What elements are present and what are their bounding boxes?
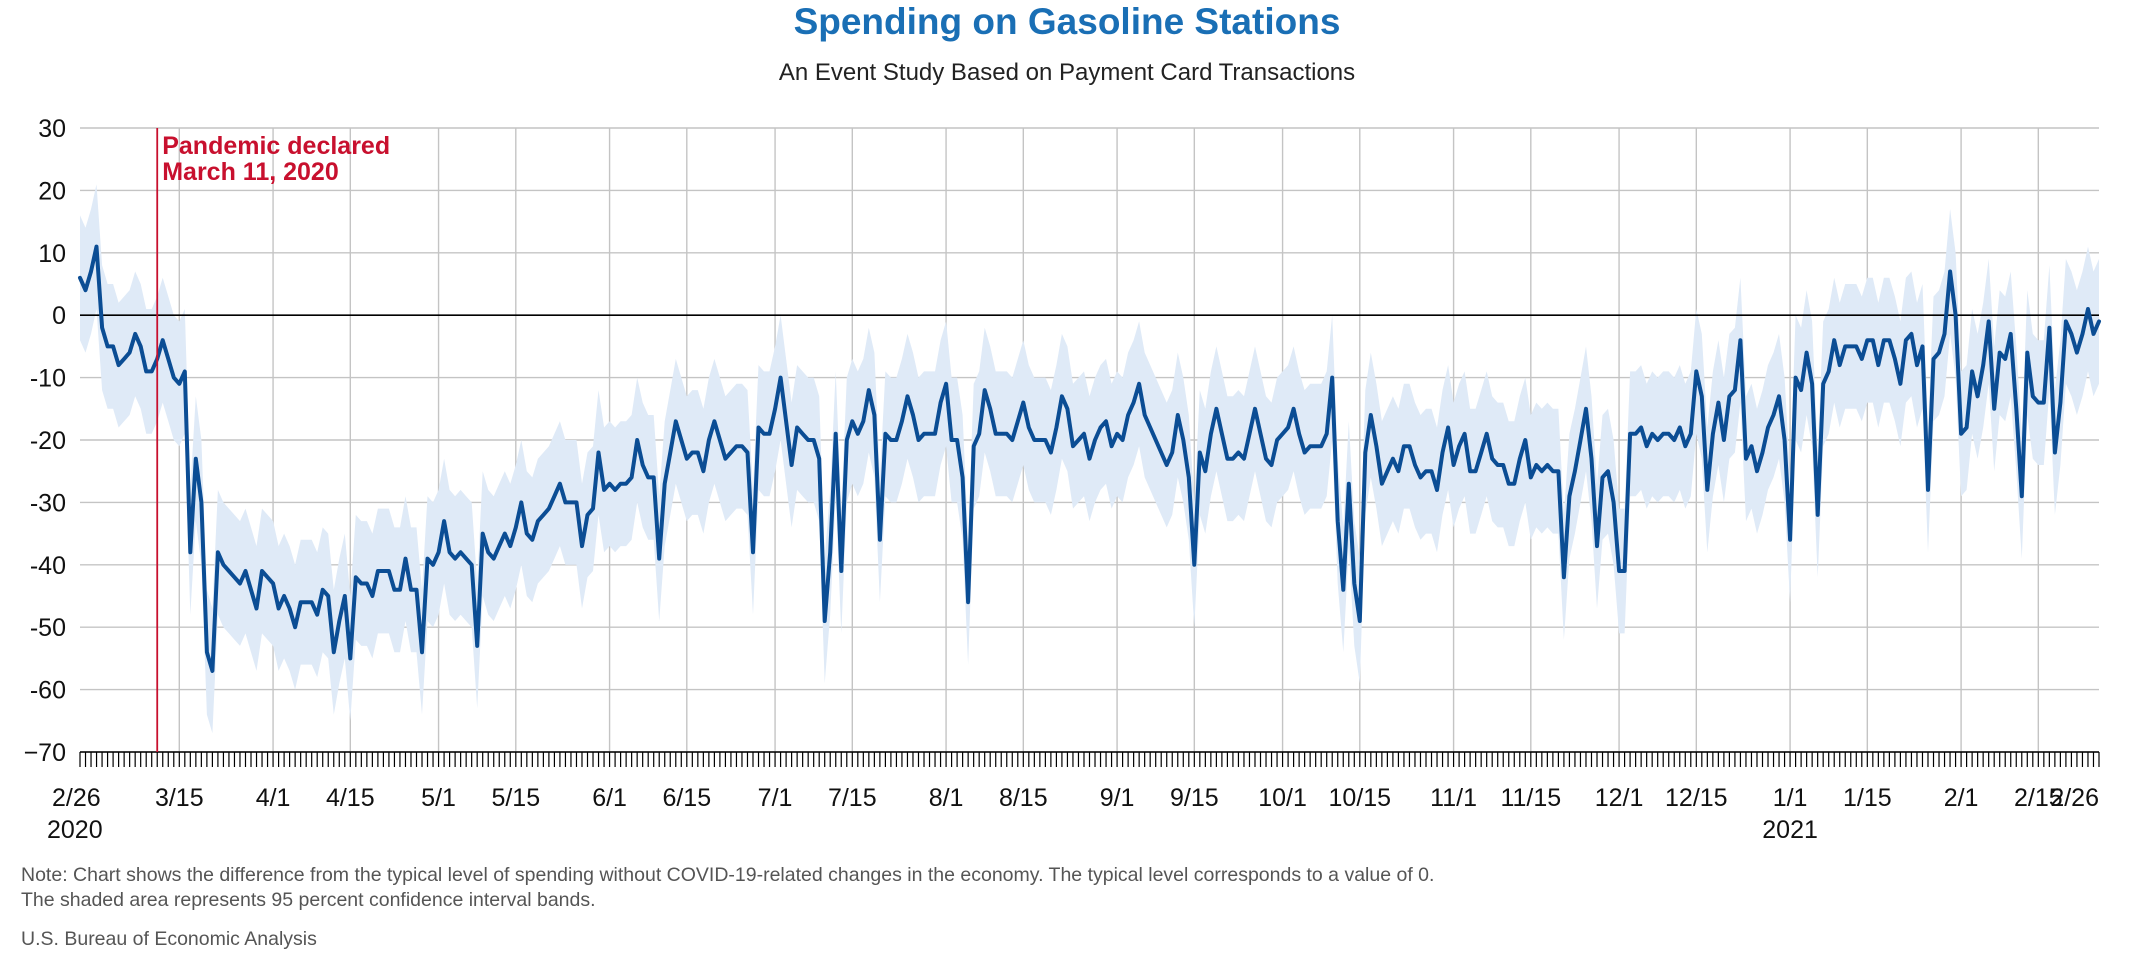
axis-layer	[79, 314, 2100, 767]
x-tick-label: 10/1	[1258, 784, 1307, 812]
y-tick-label: -60	[30, 677, 66, 705]
x-tick-label: 2/1	[1944, 784, 1979, 812]
x-tick-label: 5/1	[421, 784, 456, 812]
x-tick-label: 4/15	[326, 784, 375, 812]
y-tick-label: −70	[24, 739, 66, 767]
y-tick-label: 0	[52, 302, 66, 330]
y-tick-label: -20	[30, 427, 66, 455]
source-credit: U.S. Bureau of Economic Analysis	[21, 928, 317, 950]
series-line-layer	[78, 244, 2101, 673]
x-tick-label: 9/1	[1100, 784, 1135, 812]
y-tick-label: 10	[38, 240, 66, 268]
y-tick-label: 20	[38, 177, 66, 205]
x-tick-label: 1/15	[1843, 784, 1892, 812]
x-tick-label: 3/15	[155, 784, 204, 812]
x-tick-label: 10/15	[1329, 784, 1392, 812]
x-tick-label: 4/1	[256, 784, 291, 812]
y-tick-label: -30	[30, 489, 66, 517]
tick-labels: 30 20 10 0 -10 -20 -30 -40 -50 -60 −70 2/26 2020 3/15…	[24, 115, 2099, 844]
x-tick-label: 11/15	[1500, 784, 1561, 812]
event-annotation: Pandemic declared March 11, 2020	[156, 128, 390, 752]
event-label-line-2: March 11, 2020	[162, 158, 339, 186]
x-tick-label: 12/15	[1665, 784, 1728, 812]
chart-subtitle: An Event Study Based on Payment Card Tra…	[778, 59, 1356, 86]
chart-title: Spending on Gasoline Stations	[793, 1, 1341, 42]
y-tick-label: 30	[38, 115, 66, 143]
x-tick-label: 7/15	[828, 784, 877, 812]
x-tick-label: 11/1	[1430, 784, 1477, 812]
x-year-label: 2021	[1762, 816, 1818, 844]
x-tick-label: 2/26	[2050, 784, 2099, 812]
x-tick-label: 2/26	[52, 784, 101, 812]
y-tick-label: -10	[30, 365, 66, 393]
event-label-line-1: Pandemic declared	[162, 132, 390, 160]
y-tick-label: -40	[30, 552, 66, 580]
x-year-label: 2020	[47, 816, 103, 844]
x-tick-label: 6/15	[662, 784, 711, 812]
x-tick-label: 12/1	[1595, 784, 1644, 812]
x-tick-label: 6/1	[592, 784, 627, 812]
x-tick-label: 2/15	[2014, 784, 2063, 812]
x-tick-label: 5/15	[491, 784, 540, 812]
series-line	[78, 244, 2101, 673]
note-line-1: Note: Chart shows the difference from th…	[21, 864, 1435, 886]
note-line-2: The shaded area represents 95 percent co…	[21, 889, 596, 911]
x-tick-label: 8/1	[929, 784, 964, 812]
x-tick-label: 8/15	[999, 784, 1048, 812]
x-tick-label: 7/1	[758, 784, 793, 812]
x-tick-label: 1/1	[1773, 784, 1808, 812]
y-tick-label: -50	[30, 614, 66, 642]
x-tick-label: 9/15	[1170, 784, 1219, 812]
